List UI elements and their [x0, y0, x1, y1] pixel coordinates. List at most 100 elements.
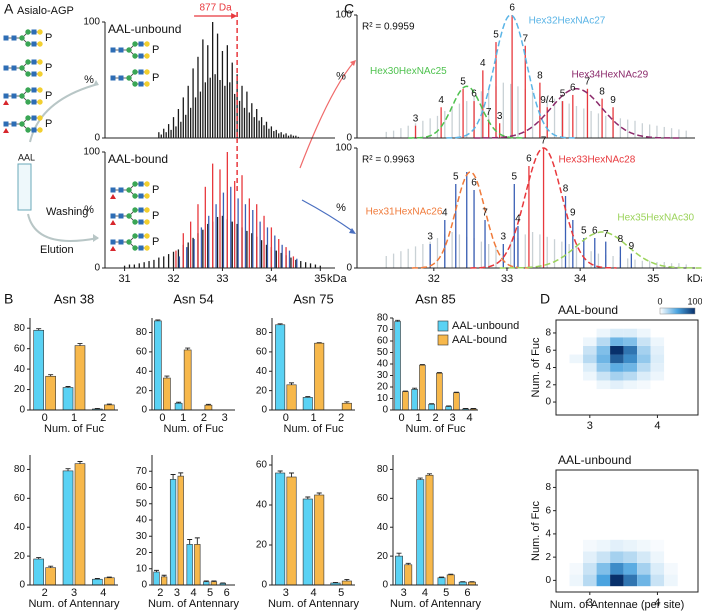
glycan-icon	[110, 233, 150, 251]
heat-cell	[583, 354, 597, 364]
error-bar	[446, 405, 452, 407]
glcnac	[110, 187, 116, 193]
y-tick-label: 40	[136, 515, 148, 526]
heat-cell	[664, 504, 678, 517]
error-bar	[77, 461, 83, 464]
peak-label: 4	[480, 58, 486, 69]
peak-label: 7	[585, 76, 591, 87]
glcnac	[138, 53, 144, 59]
glycan-tag: P	[152, 72, 159, 84]
x-tick-label: 4	[422, 587, 428, 599]
error-bar	[426, 473, 432, 476]
heat-cell	[610, 504, 624, 517]
heat-cell	[596, 504, 611, 517]
galactose	[144, 81, 150, 87]
glcnac	[118, 213, 124, 219]
mannose	[126, 239, 132, 245]
y-tick-label: 80	[377, 313, 389, 324]
heat-cell	[569, 397, 584, 407]
x-tick-label: 33	[501, 273, 513, 285]
bar	[286, 476, 297, 586]
y-tick-label: 30	[136, 531, 148, 542]
bar	[341, 580, 352, 586]
heat-cell	[637, 389, 651, 398]
heat-cell	[596, 528, 611, 540]
bar	[394, 321, 401, 411]
x-axis-label: Num. of Fuc	[164, 423, 224, 435]
error-bar	[187, 539, 193, 545]
bar	[62, 470, 74, 586]
heat-cell	[623, 504, 638, 517]
heat-cell	[664, 397, 678, 407]
fit-curve	[411, 171, 529, 269]
bar	[341, 402, 352, 411]
x-tick-label: 0	[283, 412, 289, 424]
bar	[453, 392, 460, 411]
mannose	[19, 121, 25, 127]
y-tick-label: 8	[545, 482, 551, 493]
mannose	[126, 75, 132, 81]
legend-label: AAL-unbound	[452, 320, 519, 332]
heat-cell	[583, 562, 597, 575]
x-tick-label: 32	[167, 273, 179, 285]
heat-cell	[596, 481, 611, 494]
heat-cell	[583, 504, 597, 517]
mannose	[132, 81, 138, 87]
glcnac	[138, 245, 144, 251]
y-tick-label: 60	[14, 343, 26, 354]
mannose	[132, 181, 138, 187]
heat-cell	[637, 539, 651, 552]
x-tick-label: 5	[338, 587, 344, 599]
fit-curve	[408, 85, 526, 139]
y-tick-label: 20	[14, 551, 26, 562]
chart-title: AAL-unbound	[558, 453, 631, 467]
error-bar	[185, 347, 191, 350]
glycan-tag: P	[152, 184, 159, 196]
galactose	[144, 233, 150, 239]
heat-cell	[650, 380, 665, 390]
x-tick-label: 3	[449, 412, 455, 424]
galactose	[37, 99, 43, 105]
peak-label: 9/4	[540, 95, 554, 106]
bar	[169, 479, 177, 586]
y-tick-label: 40	[14, 522, 26, 533]
peak-label: 7	[522, 33, 528, 44]
error-bar	[412, 387, 418, 390]
heat-cell	[569, 345, 584, 355]
heat-cell	[623, 397, 638, 407]
heat-cell	[596, 389, 611, 398]
error-bar	[436, 372, 442, 374]
mannose	[132, 41, 138, 47]
bar	[314, 342, 325, 411]
heat-cell	[610, 380, 624, 390]
bar	[74, 345, 86, 411]
y-tick-label: 80	[14, 464, 26, 475]
galactose	[144, 181, 150, 187]
heat-cell	[583, 320, 597, 329]
glycan-tag: P	[45, 90, 52, 102]
arrowhead	[93, 80, 99, 86]
peak-label: 8	[618, 234, 624, 245]
heat-cell	[583, 470, 597, 482]
bar	[177, 475, 184, 586]
heat-cell	[650, 337, 665, 346]
bar	[425, 474, 434, 586]
x-tick-label: 4	[654, 597, 660, 609]
heat-cell	[623, 562, 638, 575]
error-bar	[106, 576, 112, 578]
glycan-icon	[3, 29, 43, 47]
glycan-icon	[110, 181, 150, 199]
mannose	[25, 71, 31, 77]
x-axis-label: Num. of Fuc	[406, 423, 466, 435]
heat-cell	[637, 380, 651, 390]
heat-cell	[637, 481, 651, 494]
x-axis-label: Num. of Fuc	[284, 423, 344, 435]
peak-label: 9	[570, 208, 576, 219]
error-bar	[396, 552, 402, 557]
glcnac	[138, 81, 144, 87]
y-tick-label: 20	[136, 385, 148, 396]
x-tick-label: 32	[428, 273, 440, 285]
heat-cell	[583, 345, 597, 355]
error-bar	[289, 382, 295, 385]
bar	[419, 364, 426, 411]
